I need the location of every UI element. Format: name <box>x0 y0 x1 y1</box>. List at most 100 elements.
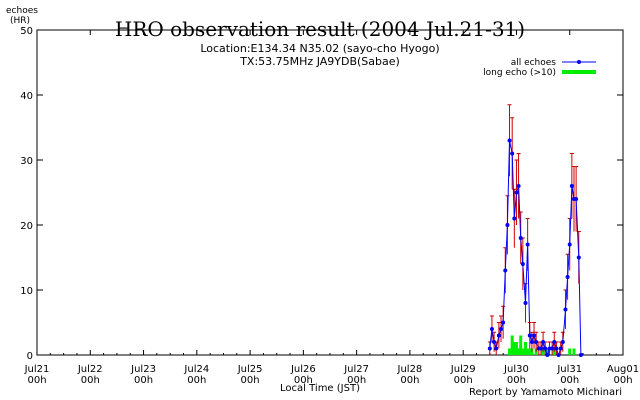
all-echoes-point <box>558 346 563 351</box>
all-echoes-point <box>510 151 515 156</box>
all-echoes-point <box>496 333 501 338</box>
long-echo-bar <box>519 335 523 355</box>
long-echo-bar <box>568 348 572 355</box>
x-tick-label: Jul23 <box>130 364 156 375</box>
long-echo-bar <box>572 348 576 355</box>
all-echoes-point <box>487 346 492 351</box>
error-bars <box>487 104 581 355</box>
y-tick-label: 50 <box>20 26 33 37</box>
y-tick-label: 0 <box>27 351 33 362</box>
long-echo-bar <box>521 348 525 355</box>
x-tick-label-hour: 00h <box>400 375 419 386</box>
all-echoes-point <box>550 346 555 351</box>
x-tick-label: Aug01 <box>607 364 639 375</box>
all-echoes-point <box>532 333 537 338</box>
long-echo-bar <box>514 342 518 355</box>
x-axis: Jul2100hJul2200hJul2300hJul2400hJul2500h… <box>24 30 639 386</box>
y-axis-label-line1: echoes <box>6 6 38 16</box>
legend-long-swatch <box>562 70 596 74</box>
all-echoes-point <box>518 236 523 240</box>
x-tick-label: Jul25 <box>237 364 263 375</box>
x-tick-label-hour: 00h <box>454 375 473 386</box>
all-echoes-point <box>527 333 532 338</box>
legend <box>562 60 596 74</box>
all-echoes-point <box>534 340 539 344</box>
x-tick-label-hour: 00h <box>560 375 579 386</box>
all-echoes-point <box>576 255 581 260</box>
all-echoes-point <box>520 262 525 266</box>
x-tick-label-hour: 00h <box>241 375 260 386</box>
long-echo-bar <box>512 342 516 355</box>
all-echoes-point <box>512 216 517 221</box>
legend-all-label: all echoes <box>510 58 556 68</box>
all-echoes-series <box>487 138 583 357</box>
x-tick-label-hour: 00h <box>134 375 153 386</box>
all-echoes-point <box>543 346 548 351</box>
all-echoes-point <box>578 353 583 357</box>
long-echo-bar <box>526 348 530 355</box>
all-echoes-point <box>529 340 534 344</box>
chart-title: HRO observation result (2004 Jul.21-31) <box>114 17 526 41</box>
all-echoes-line <box>489 140 582 357</box>
all-echoes-point <box>499 327 504 331</box>
x-tick-label: Jul24 <box>183 364 209 375</box>
all-echoes-point <box>563 307 568 312</box>
y-axis: 0 10 20 30 40 50 <box>20 26 623 362</box>
all-echoes-point <box>565 275 570 279</box>
y-axis-label-line2: (HR) <box>9 16 31 26</box>
x-tick-label-hour: 00h <box>347 375 366 386</box>
chart-subtitle-location: Location:E134.34 N35.02 (sayo-cho Hyogo) <box>200 42 440 55</box>
x-axis-label: Local Time (JST) <box>280 383 360 394</box>
all-echoes-point <box>554 346 559 351</box>
all-echoes-point <box>507 138 512 143</box>
y-tick-label: 20 <box>20 221 33 232</box>
chart-subtitle-tx: TX:53.75MHz JA9YDB(Sabae) <box>240 55 400 68</box>
x-tick-label: Jul29 <box>450 364 476 375</box>
long-echo-bar <box>510 335 514 355</box>
x-tick-label: Jul31 <box>556 364 582 375</box>
x-tick-label: Jul30 <box>503 364 529 375</box>
long-echo-bar <box>528 348 532 355</box>
long-echo-bar <box>508 348 512 355</box>
all-echoes-point <box>560 340 565 344</box>
all-echoes-point <box>569 184 574 188</box>
all-echoes-point <box>567 242 572 247</box>
x-tick-label-hour: 00h <box>294 375 313 386</box>
x-tick-label: Jul26 <box>290 364 316 375</box>
x-tick-label: Jul22 <box>77 364 103 375</box>
x-tick-label: Jul27 <box>343 364 369 375</box>
long-echo-bar <box>517 348 521 355</box>
x-tick-label-hour: 00h <box>27 375 46 386</box>
all-echoes-point <box>489 327 494 331</box>
long-echo-bar <box>545 348 549 355</box>
credit-text: Report by Yamamoto Michinari <box>469 387 622 398</box>
legend-long-label: long echo (>10) <box>483 68 556 78</box>
all-echoes-point <box>492 340 497 344</box>
all-echoes-point <box>505 223 510 227</box>
all-echoes-point <box>523 301 528 305</box>
all-echoes-point <box>514 190 519 195</box>
plot-frame <box>36 29 624 356</box>
x-tick-label-hour: 00h <box>507 375 526 386</box>
all-echoes-point <box>552 340 557 344</box>
x-tick-label-hour: 00h <box>81 375 100 386</box>
all-echoes-point <box>501 320 506 325</box>
y-tick-label: 30 <box>20 156 33 167</box>
x-tick-label-hour: 00h <box>613 375 632 386</box>
x-tick-label: Jul21 <box>24 364 50 375</box>
all-echoes-point <box>545 353 550 357</box>
all-echoes-point <box>574 197 579 201</box>
long-echo-bar <box>524 342 528 355</box>
all-echoes-point <box>516 184 521 188</box>
y-tick-label: 10 <box>20 286 33 297</box>
y-tick-label: 40 <box>20 91 33 102</box>
all-echoes-point <box>538 346 543 351</box>
all-echoes-point <box>556 353 561 357</box>
all-echoes-point <box>503 268 508 273</box>
y-axis-label: echoes (HR) <box>6 6 38 26</box>
all-echoes-point <box>525 242 530 247</box>
x-tick-label: Jul28 <box>397 364 423 375</box>
all-echoes-point <box>541 340 546 344</box>
all-echoes-point <box>494 346 499 351</box>
